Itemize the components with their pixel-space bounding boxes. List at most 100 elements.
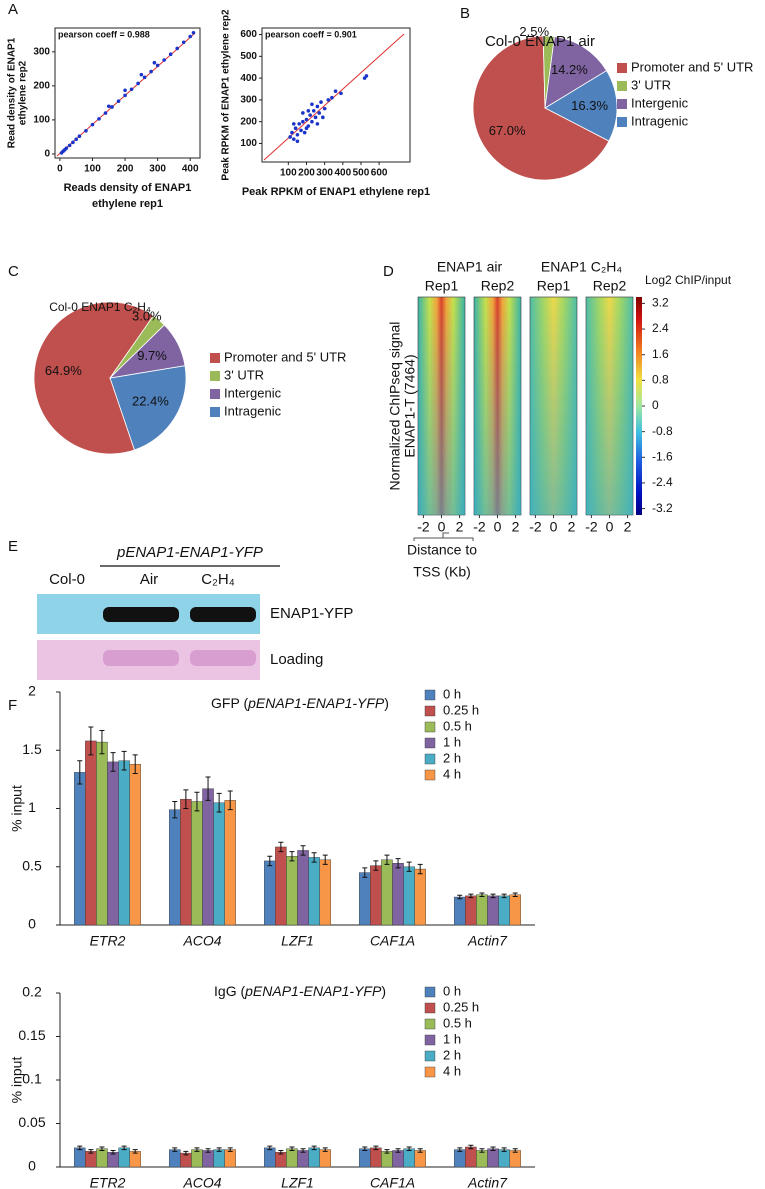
- title-part: GFP (: [211, 695, 248, 711]
- error-bar: [227, 1147, 233, 1152]
- error-bar: [490, 1146, 496, 1151]
- bar: [498, 1149, 510, 1168]
- error-bar: [194, 1147, 200, 1152]
- y-tick-label: 1: [28, 799, 36, 815]
- error-bar: [172, 801, 178, 819]
- bar: [129, 1151, 141, 1168]
- x-tick-label: 0: [550, 519, 558, 535]
- chart-title: GFP (pENAP1-ENAP1-YFP): [211, 695, 389, 711]
- legend-label: 0 h: [443, 983, 461, 998]
- point: [339, 91, 343, 96]
- row-label: Loading: [270, 651, 323, 668]
- colorbar: [636, 297, 642, 515]
- y-tick-label: 200: [240, 116, 257, 127]
- plot-frame: [54, 27, 201, 159]
- legend-label: 0.25 h: [443, 702, 479, 717]
- y-tick-label: 300: [240, 95, 257, 106]
- legend-swatch: [210, 353, 220, 363]
- legend-swatch: [424, 705, 436, 717]
- error-bar: [289, 1146, 295, 1151]
- legend-label: Promoter and 5' UTR: [224, 349, 346, 364]
- bar: [118, 1147, 130, 1168]
- pie-slice: [544, 36, 608, 109]
- blot-band: [103, 607, 179, 622]
- x-tick-label: 400: [182, 164, 199, 175]
- legend-label: 0.25 h: [443, 999, 479, 1014]
- error-bar: [384, 1149, 390, 1154]
- y-tick-label: 0.15: [18, 1027, 45, 1043]
- bar: [224, 800, 236, 926]
- bar: [308, 857, 320, 926]
- x-tick-label: ACO4: [182, 933, 221, 949]
- point: [302, 130, 307, 135]
- bar: [85, 1151, 97, 1168]
- x-tick-label: 2: [624, 519, 632, 535]
- heatmap-fade: [586, 297, 633, 515]
- x-tick-label: 100: [280, 168, 297, 179]
- bar: [319, 859, 331, 926]
- y-tick-label: 0.1: [22, 1071, 42, 1087]
- point: [67, 143, 72, 148]
- y-tick-label: 0.05: [18, 1114, 45, 1130]
- x-tick-label: 400: [334, 168, 351, 179]
- panel-label: A: [8, 1, 18, 18]
- legend-swatch: [210, 407, 220, 417]
- x-tick-label: 2: [568, 519, 576, 535]
- column-label: Rep2: [481, 278, 515, 294]
- x-axis-label: Peak RPKM of ENAP1 ethylene rep1: [242, 186, 430, 198]
- point: [306, 108, 311, 113]
- error-bar: [457, 1147, 463, 1152]
- bar: [454, 1149, 466, 1168]
- legend-label: 4 h: [443, 766, 461, 781]
- point: [321, 115, 325, 120]
- point: [64, 146, 69, 150]
- y-axis-label: Peak RPKM of ENAP1 ethylene rep2: [221, 9, 232, 181]
- x-axis-label: Distance to: [407, 542, 477, 558]
- x-tick-label: 200: [298, 168, 315, 179]
- error-bar: [205, 1148, 211, 1153]
- error-bar: [278, 841, 284, 853]
- data-label: 3.0%: [132, 309, 162, 324]
- error-bar: [77, 1145, 83, 1151]
- bar: [96, 741, 108, 926]
- data-label: 16.3%: [571, 98, 608, 113]
- x-axis-label: TSS (Kb): [413, 564, 471, 580]
- point: [149, 69, 153, 74]
- title-part: pENAP1-ENAP1-YFP: [244, 983, 382, 999]
- colorbar-tick-label: 0.8: [652, 373, 669, 387]
- legend-label: 3' UTR: [224, 367, 264, 382]
- x-tick-label: ETR2: [90, 933, 126, 949]
- legend-label: 0.5 h: [443, 718, 472, 733]
- legend-swatch: [424, 753, 436, 765]
- legend-swatch: [617, 81, 627, 91]
- tss-bracket: [413, 532, 474, 541]
- error-bar: [132, 754, 138, 775]
- heatmap-fade: [474, 297, 521, 515]
- legend-label: 0.5 h: [443, 1015, 472, 1030]
- bar: [509, 1150, 521, 1168]
- pie-slice: [33, 301, 155, 455]
- error-bar: [501, 893, 507, 899]
- title-part: ): [384, 695, 389, 711]
- bar: [308, 1147, 320, 1168]
- y-tick-label: 100: [33, 115, 50, 126]
- error-bar: [267, 1145, 273, 1151]
- x-tick-label: 0: [438, 519, 446, 535]
- lane-label: Col-0: [49, 571, 85, 588]
- point: [188, 34, 193, 39]
- error-bar: [490, 893, 496, 899]
- bar: [465, 1146, 477, 1168]
- bar: [487, 1148, 499, 1168]
- point: [313, 115, 318, 120]
- error-bar: [278, 1149, 284, 1155]
- heatmap-fade: [418, 297, 465, 515]
- error-bar: [110, 752, 116, 772]
- x-tick-label: -2: [585, 519, 598, 535]
- y-axis-label: Read density of ENAP1: [7, 37, 18, 148]
- bar: [74, 1147, 86, 1168]
- bar: [403, 1148, 415, 1168]
- x-tick-label: 300: [149, 164, 166, 175]
- point: [304, 126, 309, 131]
- bar: [169, 1149, 181, 1168]
- bar: [129, 764, 141, 926]
